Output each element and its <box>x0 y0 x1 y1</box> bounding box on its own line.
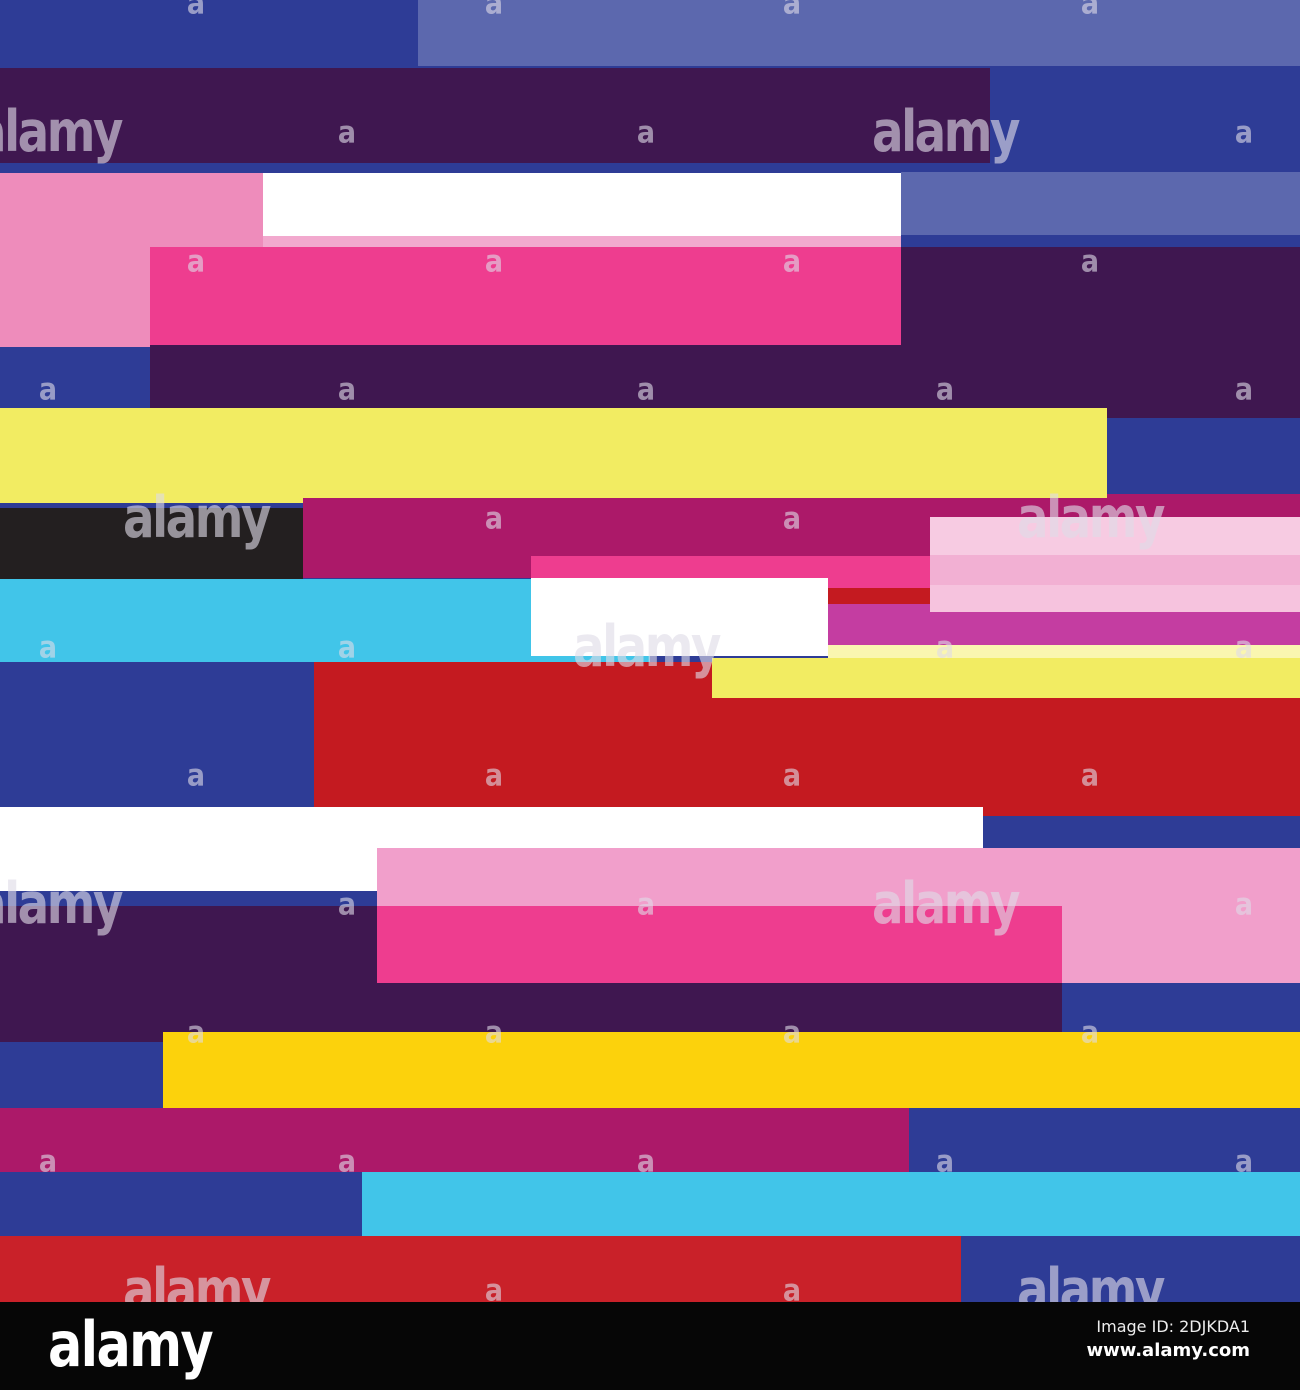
periwinkle-top-bar <box>418 0 1300 66</box>
pink-left-block <box>0 173 263 247</box>
light-pink-block-band-top <box>930 517 1300 555</box>
blue-bottom-row-right <box>909 1108 1300 1172</box>
red-notch <box>828 588 930 604</box>
purple-bottom-mid <box>377 983 1062 1032</box>
image-id-text: Image ID: 2DJKDA1 <box>1096 1317 1250 1336</box>
cyan-bottom-row <box>362 1172 1300 1236</box>
purple-bottom-left <box>0 906 377 1042</box>
alamy-logo: alamy <box>48 1308 214 1381</box>
blue-corner-bottom-right <box>1062 983 1300 1030</box>
blue-strip-left <box>0 891 377 906</box>
purple-block-right-a <box>901 247 1107 408</box>
hot-pink-row-2 <box>377 906 1062 983</box>
cyan-sliver <box>531 656 650 662</box>
blue-strip-right-top <box>901 235 1300 247</box>
lemon-row-right <box>712 658 1300 698</box>
blue-line-left <box>0 503 303 508</box>
hot-pink-big-block <box>150 247 901 345</box>
alamy-footer-bar: alamy Image ID: 2DJKDA1 www.alamy.com <box>0 1302 1300 1390</box>
gold-row <box>163 1032 1300 1108</box>
light-pink-right-block <box>1062 906 1300 983</box>
purple-block-right-b <box>1107 247 1300 418</box>
yellow-big-bar <box>0 408 1107 498</box>
hot-pink-notch <box>828 578 930 588</box>
blue-left-block <box>0 347 150 408</box>
blue-strip-right-mid <box>983 816 1300 848</box>
periwinkle-mid-bar <box>901 172 1300 235</box>
blue-block-bottom-left <box>0 1042 163 1107</box>
light-pink-block-band-bot <box>930 585 1300 612</box>
pale-lemon-strip <box>828 645 1300 658</box>
cyan-row <box>0 579 531 662</box>
light-pink-strip <box>263 236 901 247</box>
pink-left-block-lower <box>0 247 150 347</box>
magenta-bottom-row <box>0 1108 909 1172</box>
white-top-block <box>263 173 901 236</box>
light-pink-row <box>377 848 1300 906</box>
purple-top-row <box>0 68 990 163</box>
blue-bottom-row-left <box>0 1172 362 1236</box>
light-pink-block-band-mid <box>930 555 1300 585</box>
alamy-url-text: www.alamy.com <box>1086 1339 1250 1361</box>
footer-meta: Image ID: 2DJKDA1 www.alamy.com <box>1086 1316 1250 1364</box>
white-mid-block <box>531 578 828 656</box>
blue-block-right <box>1107 418 1300 494</box>
blue-left-block-2 <box>0 662 314 807</box>
red-bottom-row <box>0 1236 961 1302</box>
black-block <box>0 508 303 579</box>
blue-bottom-right-bar <box>961 1236 1300 1302</box>
hot-pink-strip-mid <box>531 556 930 578</box>
yellow-left-tail <box>0 498 303 503</box>
purple-mid-row <box>150 345 901 408</box>
